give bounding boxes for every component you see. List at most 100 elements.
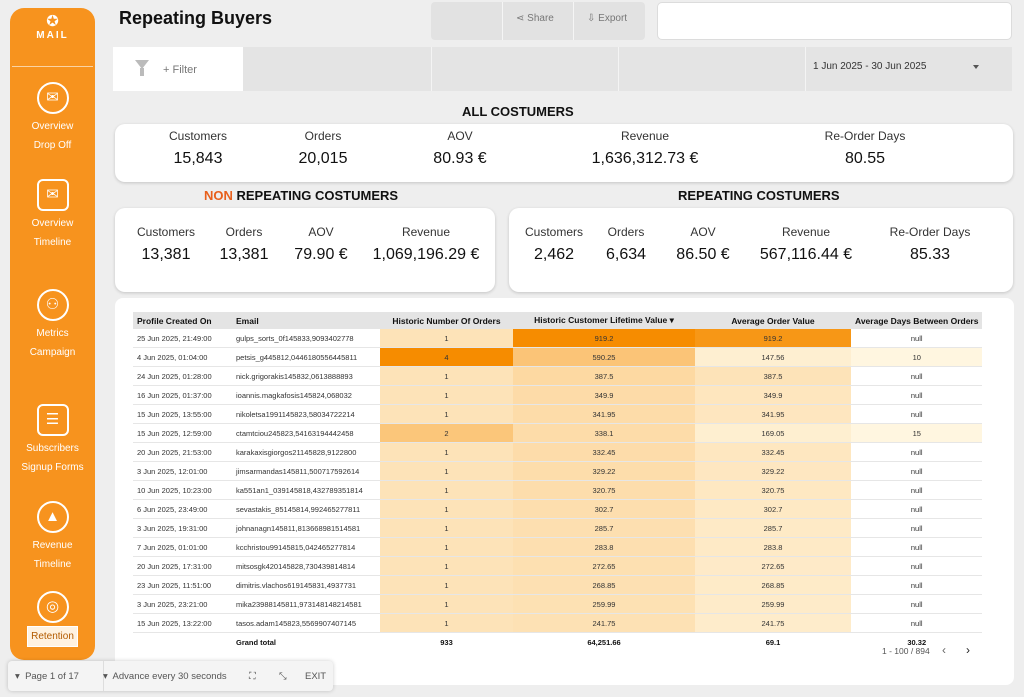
table-row[interactable]: 3 Jun 2025, 19:31:00 johnanagn145811,8136… [133, 518, 983, 538]
kpi-customers: Customers 2,462 [517, 225, 591, 264]
table-row[interactable]: 15 Jun 2025, 12:59:00 ctamtciou245823,541… [133, 423, 983, 443]
column-header-profile-created[interactable]: Profile Created On [133, 312, 232, 329]
sidebar-divider [12, 66, 93, 67]
table-row[interactable]: 25 Jun 2025, 21:49:00 gulps_sorts_0f14583… [133, 329, 983, 348]
export-button[interactable]: ⇩ Export [587, 13, 627, 24]
cell-number-of-orders: 1 [380, 366, 513, 386]
cell-profile-created: 20 Jun 2025, 21:53:00 [133, 442, 232, 462]
cell-email: ioannis.magkafosis145824,068032 [232, 385, 380, 405]
previous-page-icon[interactable]: ‹ [942, 643, 946, 657]
cell-average-order-value: 272.65 [695, 556, 851, 576]
cell-average-order-value: 302.7 [695, 499, 851, 519]
non-repeating-title-text: REPEATING COSTUMERS [232, 188, 399, 203]
exit-fullscreen-icon[interactable]: ⤡ [279, 671, 287, 682]
table-row[interactable]: 20 Jun 2025, 17:31:00 mitsosgk420145828,7… [133, 556, 983, 576]
sidebar-item-label: Metrics [36, 328, 69, 339]
cell-email: mika23988145811,973148148214581 [232, 594, 380, 614]
sidebar-item-overview-timeline[interactable]: ✉ Overview Timeline [10, 179, 95, 252]
share-button[interactable]: ⋖ Share [516, 13, 554, 24]
table-row[interactable]: 3 Jun 2025, 12:01:00 jimsarmandas145811,5… [133, 461, 983, 481]
cell-average-days: null [851, 442, 983, 462]
cell-average-order-value: 387.5 [695, 366, 851, 386]
cell-average-days: 10 [851, 347, 983, 367]
kpi-label: Orders [304, 129, 342, 143]
cell-average-order-value: 341.95 [695, 404, 851, 424]
cell-lifetime-value: 285.7 [513, 518, 695, 538]
sidebar-item-overview-drop-off[interactable]: ✉ Overview Drop Off [10, 82, 95, 155]
table-row[interactable]: 15 Jun 2025, 13:55:00 nikoletsa1991145823… [133, 404, 983, 424]
caret-down-icon: ▾ [15, 671, 20, 682]
kpi-value: 80.93 € [433, 150, 487, 167]
fit-to-screen-icon[interactable]: ⛶ [249, 671, 256, 682]
sidebar-item-subscribers-signup-forms[interactable]: ☰ Subscribers Signup Forms [10, 404, 95, 477]
sidebar-item-label: Overview [31, 218, 74, 229]
cell-lifetime-value: 349.9 [513, 385, 695, 405]
table-row[interactable]: 20 Jun 2025, 21:53:00 karakaxisgiorgos211… [133, 442, 983, 462]
column-header-average-days[interactable]: Average Days Between Orders [851, 312, 983, 329]
kpi-value: 567,116.44 € [759, 246, 853, 263]
table-row[interactable]: 15 Jun 2025, 13:22:00 tasos.adam145823,55… [133, 613, 983, 633]
add-filter-label: + Filter [163, 64, 197, 76]
table-row[interactable]: 7 Jun 2025, 01:01:00 kcchristou99145815,0… [133, 537, 983, 557]
cell-average-days: null [851, 480, 983, 500]
kpi-label: Revenue [781, 225, 831, 239]
grand-total-label: Grand total [236, 637, 277, 647]
data-table: Profile Created On Email Historic Number… [133, 312, 983, 652]
table-row[interactable]: 16 Jun 2025, 01:37:00 ioannis.magkafosis1… [133, 385, 983, 405]
kpi-value: 1,636,312.73 € [591, 150, 699, 167]
sort-desc-icon: ▾ [669, 315, 674, 325]
add-filter-button[interactable]: + Filter [113, 47, 243, 91]
cell-average-days: null [851, 575, 983, 595]
table-row[interactable]: 6 Jun 2025, 23:49:00 sevastakis_85145814,… [133, 499, 983, 519]
search-input[interactable] [657, 2, 1012, 40]
sidebar-item-metrics-campaign[interactable]: ⚇ Metrics Campaign [10, 289, 95, 362]
cell-number-of-orders: 4 [380, 347, 513, 367]
kpi-revenue: Revenue 1,069,196.29 € [367, 225, 485, 264]
cell-profile-created: 23 Jun 2025, 11:51:00 [133, 575, 232, 595]
cell-number-of-orders: 1 [380, 594, 513, 614]
date-range-picker[interactable]: 1 Jun 2025 - 30 Jun 2025 [813, 61, 927, 72]
grand-total-spacer [133, 633, 232, 652]
kpi-value: 80.55 [844, 150, 886, 167]
non-repeating-card: Customers 13,381 Orders 13,381 AOV 79.90… [115, 208, 495, 292]
sidebar-item-retention[interactable]: ◎ Retention [10, 591, 95, 647]
cell-lifetime-value: 329.22 [513, 461, 695, 481]
kpi-value: 15,843 [173, 150, 223, 167]
page-selector[interactable]: ▾ Page 1 of 17 [15, 671, 79, 682]
cell-number-of-orders: 2 [380, 423, 513, 443]
cell-profile-created: 7 Jun 2025, 01:01:00 [133, 537, 232, 557]
chevron-down-icon[interactable] [973, 65, 979, 69]
cell-lifetime-value: 259.99 [513, 594, 695, 614]
table-row[interactable]: 4 Jun 2025, 01:04:00 petsis_g445812,04461… [133, 347, 983, 367]
cell-average-order-value: 349.9 [695, 385, 851, 405]
cell-email: sevastakis_85145814,992465277811 [232, 499, 380, 519]
cell-email: kcchristou99145815,042465277814 [232, 537, 380, 557]
sidebar-item-label: Revenue [32, 540, 73, 551]
retention-icon: ◎ [36, 591, 69, 623]
sidebar-item-sublabel: Drop Off [33, 140, 72, 151]
kpi-label: Revenue [401, 225, 451, 239]
table-row[interactable]: 23 Jun 2025, 11:51:00 dimitris.vlachos619… [133, 575, 983, 595]
cell-lifetime-value: 302.7 [513, 499, 695, 519]
exit-button[interactable]: EXIT [305, 671, 327, 682]
kpi-value: 86.50 € [676, 246, 730, 263]
cell-average-order-value: 919.2 [695, 329, 851, 348]
kpi-aov: AOV 80.93 € [400, 129, 520, 168]
all-customers-title: ALL COSTUMERS [462, 104, 574, 119]
column-header-number-of-orders[interactable]: Historic Number Of Orders [380, 312, 513, 329]
cell-profile-created: 3 Jun 2025, 23:21:00 [133, 594, 232, 614]
cell-average-days: null [851, 537, 983, 557]
cell-average-order-value: 259.99 [695, 594, 851, 614]
next-page-icon[interactable]: › [966, 643, 970, 657]
table-row[interactable]: 3 Jun 2025, 23:21:00 mika23988145811,9731… [133, 594, 983, 614]
advance-interval-select[interactable]: ▾ Advance every 30 seconds [103, 671, 227, 682]
filter-divider [431, 47, 432, 91]
column-header-email[interactable]: Email [232, 312, 380, 329]
cell-average-days: null [851, 461, 983, 481]
table-row[interactable]: 24 Jun 2025, 01:28:00 nick.grigorakis1458… [133, 366, 983, 386]
cell-profile-created: 24 Jun 2025, 01:28:00 [133, 366, 232, 386]
table-row[interactable]: 10 Jun 2025, 10:23:00 ka551an1_039145818,… [133, 480, 983, 500]
column-header-average-order-value[interactable]: Average Order Value [695, 312, 851, 329]
column-header-lifetime-value[interactable]: Historic Customer Lifetime Value ▾ [513, 312, 695, 329]
sidebar-item-revenue-timeline[interactable]: ▲ Revenue Timeline [10, 501, 95, 574]
